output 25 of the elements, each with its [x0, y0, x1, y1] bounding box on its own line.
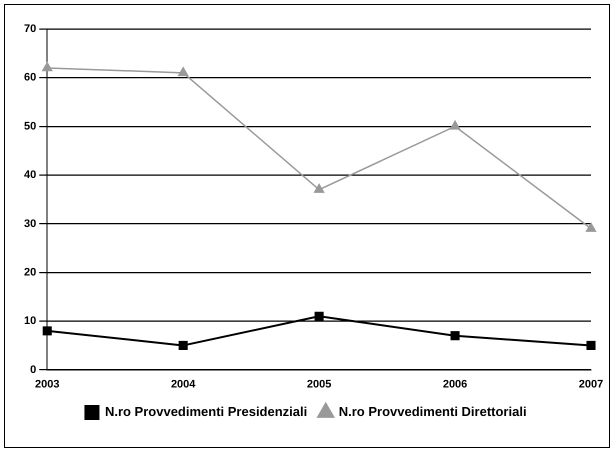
y-tick-label: 0 [30, 364, 36, 376]
y-tick-label: 70 [24, 23, 36, 36]
y-tick-label: 60 [24, 72, 36, 84]
y-tick-label: 50 [24, 120, 36, 132]
point [178, 67, 188, 76]
x-tick-label: 2005 [306, 378, 332, 390]
point [450, 120, 460, 130]
legend-label: N.ro Provvedimenti Direttoriali [338, 404, 527, 420]
point [586, 222, 596, 232]
y-tick-label: 30 [24, 218, 36, 230]
point [314, 312, 324, 321]
point [586, 340, 596, 350]
y-tick-label: 10 [24, 315, 36, 328]
point [42, 326, 52, 336]
legend-label: N.ro Provvedimenti Presidenziali [104, 404, 308, 420]
point [450, 331, 460, 340]
x-tick-label: 2006 [442, 378, 468, 390]
y-tick-label: 40 [24, 169, 36, 182]
point [314, 184, 324, 193]
y-tick-label: 20 [24, 266, 36, 278]
x-tick-label: 2007 [578, 378, 604, 390]
point [42, 62, 52, 72]
point [178, 340, 188, 350]
x-tick-label: 2003 [34, 378, 60, 390]
x-tick-label: 2004 [170, 378, 196, 390]
